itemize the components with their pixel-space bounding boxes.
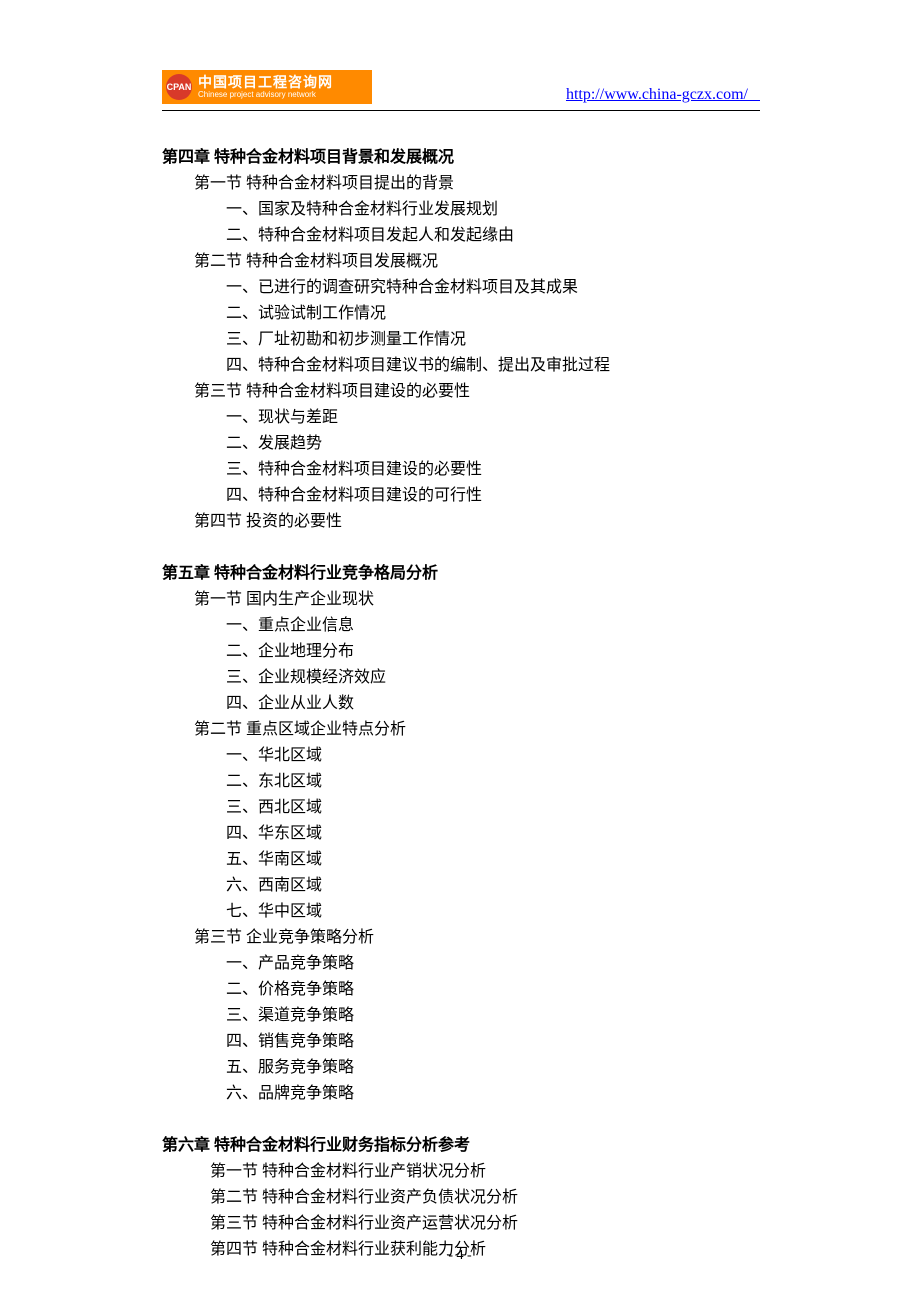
toc-item: 三、西北区域 <box>162 795 760 821</box>
page-header: CPAN 中国项目工程咨询网 Chinese project advisory … <box>162 68 760 104</box>
section-heading: 第二节 重点区域企业特点分析 <box>162 717 760 743</box>
toc-content: 第四章 特种合金材料项目背景和发展概况 第一节 特种合金材料项目提出的背景 一、… <box>162 145 760 1263</box>
toc-item: 二、试验试制工作情况 <box>162 301 760 327</box>
logo-title-en: Chinese project advisory network <box>198 91 333 99</box>
toc-item: 一、华北区域 <box>162 743 760 769</box>
toc-item: 四、华东区域 <box>162 821 760 847</box>
toc-item: 二、价格竞争策略 <box>162 977 760 1003</box>
toc-item: 四、销售竞争策略 <box>162 1029 760 1055</box>
toc-item: 三、企业规模经济效应 <box>162 665 760 691</box>
toc-item: 五、华南区域 <box>162 847 760 873</box>
page-number: - 4 - <box>0 1248 920 1264</box>
toc-item: 一、已进行的调查研究特种合金材料项目及其成果 <box>162 275 760 301</box>
section-heading: 第三节 特种合金材料项目建设的必要性 <box>162 379 760 405</box>
toc-item: 二、发展趋势 <box>162 431 760 457</box>
document-page: CPAN 中国项目工程咨询网 Chinese project advisory … <box>0 0 920 1302</box>
toc-item: 四、特种合金材料项目建议书的编制、提出及审批过程 <box>162 353 760 379</box>
chapter-heading: 第五章 特种合金材料行业竞争格局分析 <box>162 561 760 587</box>
toc-item: 七、华中区域 <box>162 899 760 925</box>
section-heading: 第一节 国内生产企业现状 <box>162 587 760 613</box>
section-heading: 第二节 特种合金材料项目发展概况 <box>162 249 760 275</box>
blank-line <box>162 535 760 561</box>
chapter-heading: 第四章 特种合金材料项目背景和发展概况 <box>162 145 760 171</box>
section-heading: 第一节 特种合金材料项目提出的背景 <box>162 171 760 197</box>
toc-item: 四、特种合金材料项目建设的可行性 <box>162 483 760 509</box>
toc-item: 二、东北区域 <box>162 769 760 795</box>
toc-item: 六、品牌竞争策略 <box>162 1081 760 1107</box>
toc-item: 一、重点企业信息 <box>162 613 760 639</box>
logo-title-cn: 中国项目工程咨询网 <box>198 75 333 89</box>
section-heading: 第一节 特种合金材料行业产销状况分析 <box>162 1159 760 1185</box>
toc-item: 四、企业从业人数 <box>162 691 760 717</box>
toc-item: 五、服务竞争策略 <box>162 1055 760 1081</box>
header-url-link[interactable]: http://www.china-gczx.com/ <box>566 86 760 104</box>
section-heading: 第三节 特种合金材料行业资产运营状况分析 <box>162 1211 760 1237</box>
header-divider <box>162 110 760 111</box>
toc-item: 一、国家及特种合金材料行业发展规划 <box>162 197 760 223</box>
site-logo: CPAN 中国项目工程咨询网 Chinese project advisory … <box>162 70 372 104</box>
chapter-heading: 第六章 特种合金材料行业财务指标分析参考 <box>162 1133 760 1159</box>
logo-text: 中国项目工程咨询网 Chinese project advisory netwo… <box>198 75 333 99</box>
blank-line <box>162 1107 760 1133</box>
toc-item: 三、渠道竞争策略 <box>162 1003 760 1029</box>
toc-item: 二、企业地理分布 <box>162 639 760 665</box>
toc-item: 一、产品竞争策略 <box>162 951 760 977</box>
toc-item: 一、现状与差距 <box>162 405 760 431</box>
toc-item: 六、西南区域 <box>162 873 760 899</box>
toc-item: 三、特种合金材料项目建设的必要性 <box>162 457 760 483</box>
toc-item: 三、厂址初勘和初步测量工作情况 <box>162 327 760 353</box>
logo-mark-icon: CPAN <box>166 74 192 100</box>
section-heading: 第二节 特种合金材料行业资产负债状况分析 <box>162 1185 760 1211</box>
section-heading: 第四节 投资的必要性 <box>162 509 760 535</box>
toc-item: 二、特种合金材料项目发起人和发起缘由 <box>162 223 760 249</box>
section-heading: 第三节 企业竞争策略分析 <box>162 925 760 951</box>
